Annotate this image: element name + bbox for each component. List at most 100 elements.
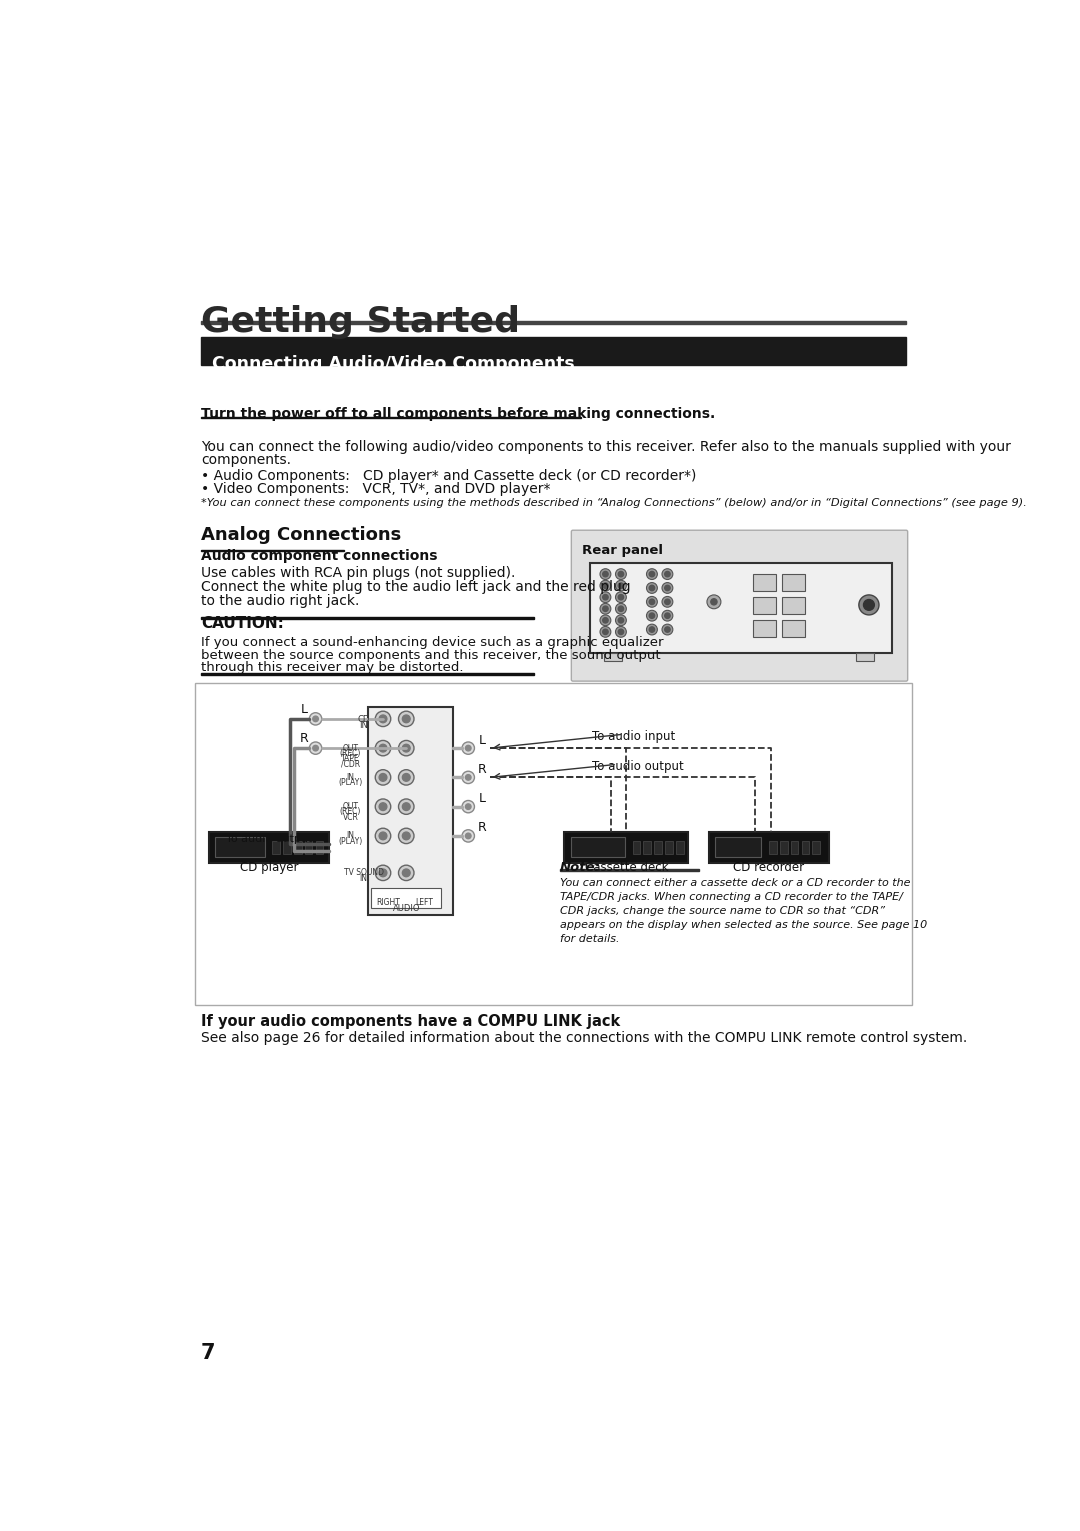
Text: Rear panel: Rear panel <box>582 544 663 557</box>
Text: LEFT: LEFT <box>415 899 433 908</box>
Bar <box>590 562 892 654</box>
Bar <box>201 337 906 364</box>
Bar <box>801 841 809 854</box>
Text: IN: IN <box>360 874 367 883</box>
Circle shape <box>399 712 414 727</box>
Circle shape <box>664 585 670 591</box>
Text: CD recorder: CD recorder <box>733 862 805 874</box>
Text: between the source components and this receiver, the sound output: between the source components and this r… <box>201 649 661 661</box>
Text: L: L <box>478 792 486 805</box>
Circle shape <box>664 626 670 632</box>
Circle shape <box>379 802 387 810</box>
Text: To audio input: To audio input <box>592 730 675 744</box>
Text: • Audio Components:   CD player* and Cassette deck (or CD recorder*): • Audio Components: CD player* and Casse… <box>201 468 697 482</box>
Bar <box>208 831 328 863</box>
Circle shape <box>618 583 623 588</box>
Text: to the audio right jack.: to the audio right jack. <box>201 594 360 608</box>
Bar <box>676 841 684 854</box>
Bar <box>753 574 775 591</box>
Circle shape <box>375 712 391 727</box>
Circle shape <box>618 617 623 623</box>
Text: RIGHT: RIGHT <box>377 899 401 908</box>
Circle shape <box>375 799 391 814</box>
Text: L: L <box>300 703 308 715</box>
Text: (REC): (REC) <box>340 749 361 758</box>
Circle shape <box>664 612 670 619</box>
Circle shape <box>618 629 623 634</box>
Text: /CDR: /CDR <box>341 759 360 769</box>
Bar <box>367 707 453 916</box>
Circle shape <box>399 799 414 814</box>
Circle shape <box>399 828 414 844</box>
Circle shape <box>403 831 410 841</box>
Circle shape <box>647 611 658 622</box>
Bar <box>753 620 775 637</box>
Bar <box>194 683 913 1004</box>
Circle shape <box>711 599 717 605</box>
Circle shape <box>662 568 673 580</box>
Text: You can connect either a cassette deck or a CD recorder to the
TAPE/CDR jacks. W: You can connect either a cassette deck o… <box>559 879 927 945</box>
Circle shape <box>649 571 654 577</box>
Text: AUDIO: AUDIO <box>392 905 420 914</box>
Text: IN: IN <box>347 773 354 782</box>
Circle shape <box>309 713 322 726</box>
Bar <box>654 841 662 854</box>
Circle shape <box>603 629 608 634</box>
Text: L: L <box>478 733 486 747</box>
Circle shape <box>465 804 471 810</box>
Circle shape <box>618 606 623 611</box>
Circle shape <box>603 594 608 600</box>
Circle shape <box>662 597 673 608</box>
Text: If you connect a sound-enhancing device such as a graphic equalizer: If you connect a sound-enhancing device … <box>201 637 663 649</box>
Text: See also page 26 for detailed information about the connections with the COMPU L: See also page 26 for detailed informatio… <box>201 1030 967 1044</box>
Text: CAUTION:: CAUTION: <box>201 617 284 631</box>
Circle shape <box>465 746 471 750</box>
Text: If your audio components have a COMPU LINK jack: If your audio components have a COMPU LI… <box>201 1014 620 1029</box>
Circle shape <box>859 596 879 615</box>
Text: (REC): (REC) <box>340 807 361 816</box>
Circle shape <box>600 615 611 626</box>
Text: components.: components. <box>201 453 291 467</box>
Bar <box>782 620 806 637</box>
Circle shape <box>399 741 414 756</box>
Circle shape <box>403 870 410 877</box>
Bar <box>305 841 312 854</box>
Text: To audio output: To audio output <box>226 834 312 845</box>
Text: You can connect the following audio/video components to this receiver. Refer als: You can connect the following audio/vide… <box>201 439 1011 455</box>
Circle shape <box>616 592 626 603</box>
Circle shape <box>600 580 611 591</box>
Text: IN: IN <box>347 831 354 841</box>
Text: Connect the white plug to the audio left jack and the red plug: Connect the white plug to the audio left… <box>201 580 631 594</box>
Circle shape <box>600 568 611 580</box>
Text: CD player: CD player <box>240 862 298 874</box>
FancyBboxPatch shape <box>571 530 907 681</box>
Circle shape <box>649 585 654 591</box>
Text: *You can connect these components using the methods described in “Analog Connect: *You can connect these components using … <box>201 498 1027 508</box>
Text: OUT: OUT <box>342 744 359 753</box>
Bar <box>753 597 775 614</box>
Circle shape <box>647 583 658 594</box>
Circle shape <box>375 770 391 785</box>
Circle shape <box>313 717 319 721</box>
Bar <box>708 831 828 863</box>
Bar <box>633 841 640 854</box>
Bar <box>565 831 688 863</box>
Text: Cassette deck: Cassette deck <box>584 862 669 874</box>
Circle shape <box>309 743 322 755</box>
Bar <box>315 841 323 854</box>
Circle shape <box>462 830 474 842</box>
Circle shape <box>403 715 410 723</box>
Bar <box>782 574 806 591</box>
Text: R: R <box>477 762 487 776</box>
Circle shape <box>600 626 611 637</box>
Text: R: R <box>299 732 308 746</box>
Circle shape <box>647 597 658 608</box>
Text: Analog Connections: Analog Connections <box>201 527 401 545</box>
Text: OUT: OUT <box>342 802 359 811</box>
Circle shape <box>864 600 875 611</box>
Circle shape <box>600 592 611 603</box>
Bar <box>644 841 651 854</box>
Text: Audio component connections: Audio component connections <box>201 550 437 563</box>
Circle shape <box>616 568 626 580</box>
Circle shape <box>603 583 608 588</box>
